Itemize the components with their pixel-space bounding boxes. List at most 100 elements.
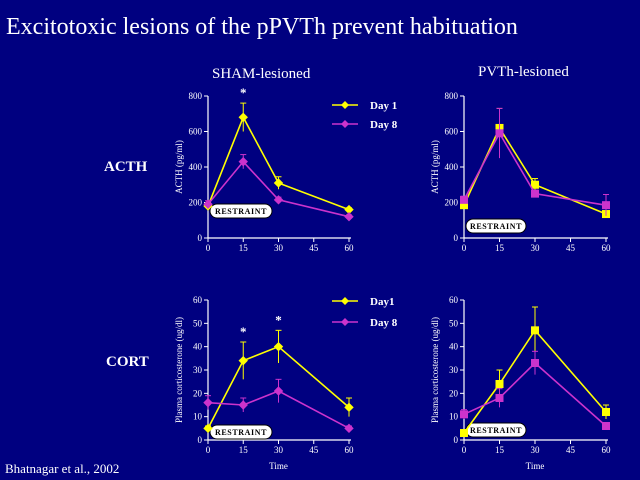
series-1: [203, 329, 354, 434]
legend-label: Day1: [370, 296, 394, 308]
data-point: [531, 326, 539, 335]
x-tick-label: 45: [309, 243, 319, 253]
data-point: [203, 423, 213, 434]
y-tick-label: 30: [449, 365, 459, 375]
legend-label: Day 8: [370, 119, 398, 131]
data-point: [203, 199, 213, 209]
data-point: [460, 195, 468, 204]
x-tick-label: 0: [206, 445, 211, 455]
restraint-label: RESTRAINT: [215, 207, 267, 216]
series-line: [207, 160, 350, 218]
x-tick-label: 30: [274, 445, 284, 455]
significance-marker: *: [240, 324, 247, 339]
data-point: [238, 156, 248, 167]
x-tick-label: 30: [531, 445, 541, 455]
chart-acth-sham: 0 200 400 600 800 0 15 30 45 60 ACTH (pg/ml) RESTRA…: [174, 85, 398, 253]
data-point: [238, 400, 248, 410]
series-2: [460, 107, 610, 216]
x-tick-label: 45: [309, 445, 319, 455]
x-tick-label: 0: [462, 243, 467, 253]
series-line: [463, 131, 607, 206]
legend-marker: [341, 318, 349, 326]
series-line: [463, 329, 607, 434]
series-line: [207, 345, 350, 429]
y-tick-label: 600: [445, 127, 459, 137]
data-point: [273, 178, 284, 188]
y-tick-label: 800: [445, 91, 459, 101]
series-2: [460, 350, 610, 430]
data-point: [273, 386, 284, 396]
y-tick-label: 30: [193, 365, 203, 375]
data-point: [460, 429, 468, 437]
data-point: [602, 422, 610, 430]
restraint-label: RESTRAINT: [215, 428, 267, 437]
x-tick-label: 15: [239, 243, 249, 253]
x-tick-label: 30: [531, 243, 541, 253]
column-title-sham: SHAM-lesioned: [212, 66, 311, 82]
y-tick-label: 50: [193, 318, 203, 328]
y-tick-label: 50: [449, 318, 459, 328]
data-point: [495, 129, 504, 138]
y-tick-label: 60: [449, 295, 459, 305]
data-point: [495, 394, 504, 402]
legend-marker: [341, 297, 349, 305]
x-tick-label: 60: [602, 243, 612, 253]
data-point: [238, 112, 248, 123]
x-tick-label: 60: [345, 445, 355, 455]
legend-entry-1: Day1: [332, 296, 394, 308]
chart-cort-sham: 0 10 20 30 40 50 60 0 15 30 45 60 Plasma corticoster…: [174, 295, 398, 471]
legend-entry-2: Day 8: [332, 119, 398, 131]
restraint-box: [209, 203, 273, 219]
y-tick-label: 200: [189, 198, 203, 208]
chart-cort-pvth: 0 10 20 30 40 50 60 0 15 30 45 60 Plasma corticoster…: [430, 295, 611, 471]
significance-marker: *: [240, 85, 247, 100]
column-title-pvth: PVTh-lesioned: [478, 64, 569, 80]
y-tick-label: 0: [454, 435, 459, 445]
y-tick-label: 400: [189, 162, 203, 172]
data-point: [495, 380, 504, 388]
data-point: [602, 408, 610, 416]
data-point: [238, 355, 248, 366]
y-axis-label: Plasma corticosterone (ug/dl): [174, 317, 184, 423]
y-tick-label: 0: [198, 233, 203, 243]
y-tick-label: 60: [193, 295, 203, 305]
x-axis-label: Time: [526, 461, 545, 471]
restraint-box: [465, 218, 527, 234]
series-line: [463, 361, 607, 427]
y-tick-label: 0: [454, 233, 459, 243]
citation: Bhatnagar et al., 2002: [5, 461, 120, 476]
x-tick-label: 45: [566, 243, 576, 253]
x-tick-label: 60: [602, 445, 612, 455]
slide-title: Excitotoxic lesions of the pPVTh prevent…: [6, 14, 518, 40]
x-tick-label: 30: [274, 243, 284, 253]
restraint-box: [209, 424, 273, 440]
x-tick-label: 60: [345, 243, 355, 253]
x-axis-label: Time: [269, 461, 288, 471]
data-point: [602, 201, 610, 210]
restraint-label: RESTRAINT: [470, 222, 522, 231]
chart-acth-pvth: 0 200 400 600 800 0 15 30 45 60 ACTH (pg/ml) RESTRA…: [430, 91, 611, 253]
y-tick-label: 800: [189, 91, 203, 101]
data-point: [344, 423, 354, 434]
y-tick-label: 40: [193, 342, 203, 352]
data-point: [273, 195, 284, 205]
y-tick-label: 10: [449, 412, 459, 422]
y-tick-label: 0: [198, 435, 203, 445]
data-point: [531, 189, 539, 198]
data-point: [460, 410, 468, 419]
legend-entry-1: Day 1: [332, 100, 397, 112]
y-tick-label: 20: [193, 388, 203, 398]
legend-label: Day 8: [370, 317, 398, 329]
legend-entry-2: Day 8: [332, 317, 398, 329]
data-point: [460, 201, 468, 210]
legend-label: Day 1: [370, 100, 397, 112]
row-label-cort: CORT: [106, 354, 149, 370]
row-label-acth: ACTH: [104, 159, 148, 175]
y-tick-label: 600: [189, 127, 203, 137]
significance-marker: *: [275, 312, 282, 327]
restraint-label: RESTRAINT: [470, 426, 522, 435]
y-tick-label: 200: [445, 198, 459, 208]
y-axis-label: ACTH (pg/ml): [174, 140, 184, 194]
legend-marker: [341, 120, 349, 128]
